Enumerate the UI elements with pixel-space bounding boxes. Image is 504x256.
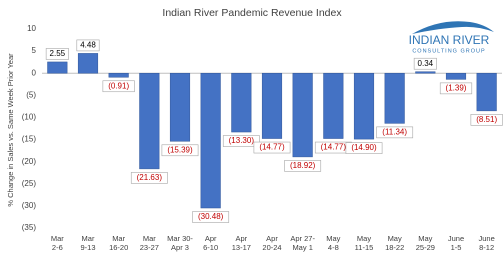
- value-label-box: [130, 172, 168, 184]
- value-label: (14.77): [259, 143, 285, 152]
- bar: [445, 72, 467, 80]
- value-label: (14.77): [321, 143, 347, 152]
- value-label-box: [102, 80, 135, 93]
- y-tick-label: (20): [22, 157, 37, 166]
- value-label: (14.90): [351, 143, 377, 152]
- y-tick-label: (15): [22, 135, 37, 144]
- value-label-box: [376, 126, 414, 139]
- x-tick-label: Apr 6-10: [203, 234, 219, 252]
- x-tick-label: Apr 27- May 1: [290, 234, 315, 252]
- x-tick-label: May 4-8: [326, 234, 341, 252]
- value-label: (8.51): [476, 115, 497, 124]
- logo-tagline: CONSULTING GROUP: [412, 48, 485, 54]
- value-label-box: [161, 144, 199, 157]
- value-label-box: [439, 82, 473, 95]
- bar: [47, 61, 68, 74]
- value-label: (1.39): [446, 83, 467, 92]
- bar: [200, 72, 221, 209]
- x-tick-label: Mar 2-6: [50, 234, 64, 252]
- value-label: (21.63): [137, 173, 163, 182]
- x-tick-label: Mar 23-27: [139, 234, 159, 252]
- value-label-box: [413, 57, 437, 70]
- value-label: (13.30): [229, 136, 255, 145]
- bar: [77, 53, 99, 74]
- bar: [476, 72, 497, 112]
- bar: [169, 72, 191, 142]
- bar: [415, 71, 436, 74]
- bar: [108, 72, 129, 78]
- x-tick-label: June 8-12: [478, 234, 495, 252]
- value-label: (15.39): [167, 145, 193, 154]
- logo: INDIAN RIVER CONSULTING GROUP: [409, 21, 494, 54]
- value-label-box: [284, 160, 322, 172]
- value-label-box: [345, 142, 383, 154]
- y-tick-label: (10): [22, 113, 37, 122]
- value-label: (11.34): [382, 127, 407, 136]
- x-tick-label: Apr 20-24: [262, 234, 282, 252]
- y-tick-label: (25): [22, 179, 37, 188]
- x-tick-label: Mar 30- Apr 3: [167, 234, 193, 252]
- value-label-box: [253, 141, 291, 154]
- x-tick-label: May 18-22: [385, 234, 405, 252]
- value-label: (0.91): [108, 81, 129, 90]
- value-label-box: [222, 135, 260, 147]
- bar: [384, 72, 405, 124]
- value-label: (18.92): [290, 161, 316, 170]
- x-tick-label: May 25-29: [415, 234, 435, 252]
- y-tick-label: 10: [27, 24, 36, 33]
- value-label: 4.48: [80, 41, 96, 50]
- value-label-box: [470, 114, 503, 126]
- bar: [139, 72, 160, 170]
- y-axis-label: % Change in Sales vs. Same Week Prior Ye…: [6, 53, 15, 207]
- value-label: 0.34: [418, 59, 434, 68]
- x-tick-label: May 11-15: [354, 234, 374, 252]
- x-tick-label: Mar 9-13: [80, 234, 96, 252]
- bar: [231, 72, 252, 133]
- value-label-box: [45, 48, 69, 60]
- value-label-box: [192, 211, 230, 223]
- y-tick-label: (35): [22, 223, 37, 232]
- bar: [323, 72, 344, 139]
- x-tick-label: Apr 13-17: [231, 234, 251, 252]
- logo-name: INDIAN RIVER: [409, 33, 490, 47]
- value-label: (30.48): [198, 212, 224, 221]
- logo-swoosh: [412, 21, 494, 34]
- x-tick-label: June 1-5: [447, 234, 465, 252]
- bar: [353, 72, 375, 140]
- y-tick-label: (5): [26, 90, 36, 99]
- y-tick-label: 5: [32, 46, 37, 55]
- value-label: 2.55: [50, 49, 66, 58]
- value-label-box: [76, 39, 100, 52]
- bar: [292, 72, 313, 158]
- bar: [261, 72, 283, 139]
- x-tick-label: Mar 16-20: [109, 234, 129, 252]
- y-tick-label: 0: [32, 68, 37, 77]
- y-tick-label: (30): [22, 201, 37, 210]
- chart-title: Indian River Pandemic Revenue Index: [162, 7, 342, 19]
